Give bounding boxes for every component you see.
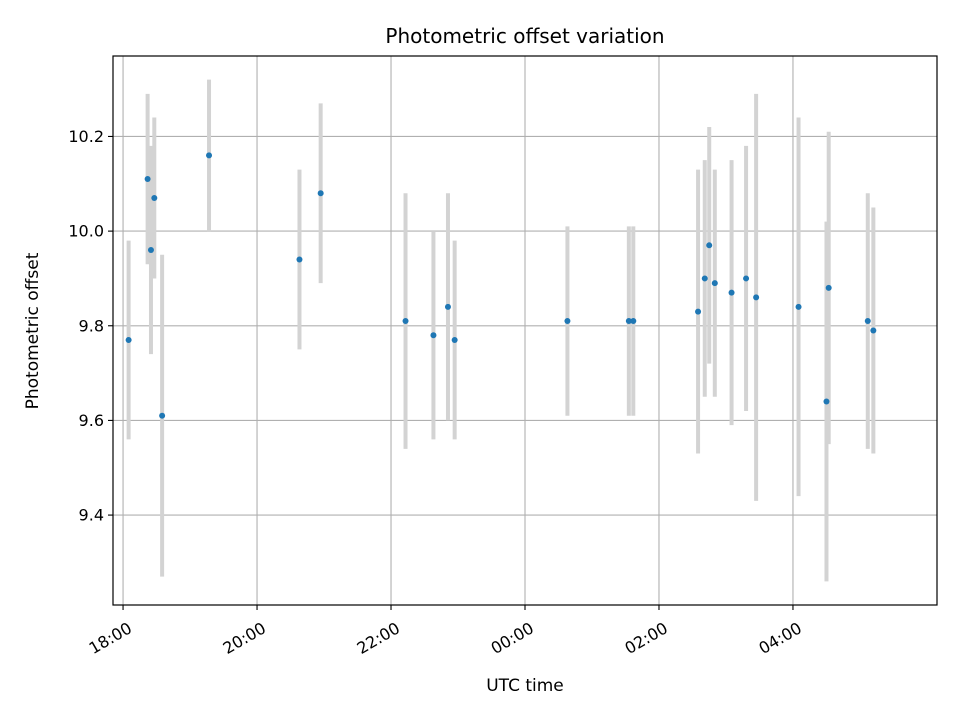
- data-point: [728, 289, 735, 296]
- data-point: [144, 176, 151, 183]
- data-point: [711, 280, 718, 287]
- data-points: [125, 152, 877, 419]
- y-axis: 9.4 9.6 9.8 10.0 10.2: [68, 127, 113, 525]
- data-point: [625, 318, 632, 325]
- data-point: [430, 332, 437, 339]
- data-point: [125, 336, 132, 343]
- chart-title: Photometric offset variation: [385, 24, 664, 48]
- data-point: [795, 303, 802, 310]
- y-tick-label: 9.8: [79, 316, 104, 335]
- data-point: [444, 303, 451, 310]
- data-point: [630, 318, 637, 325]
- data-point: [864, 318, 871, 325]
- data-point: [706, 242, 713, 249]
- data-point: [564, 318, 571, 325]
- data-point: [753, 294, 760, 301]
- data-point: [451, 336, 458, 343]
- data-point: [870, 327, 877, 334]
- y-tick-label: 10.2: [68, 127, 104, 146]
- y-axis-title: Photometric offset: [23, 252, 43, 409]
- data-point: [151, 194, 158, 201]
- data-point: [147, 247, 154, 254]
- data-point: [206, 152, 213, 159]
- data-point: [743, 275, 750, 282]
- y-tick-label: 9.4: [79, 506, 104, 525]
- y-tick-label: 10.0: [68, 222, 104, 241]
- data-point: [317, 190, 324, 197]
- data-point: [825, 284, 832, 291]
- data-point: [159, 412, 166, 419]
- data-point: [701, 275, 708, 282]
- data-point: [296, 256, 303, 263]
- data-point: [402, 318, 409, 325]
- y-tick-label: 9.6: [79, 411, 104, 430]
- data-point: [823, 398, 830, 405]
- data-point: [695, 308, 702, 315]
- x-axis-title: UTC time: [486, 676, 564, 696]
